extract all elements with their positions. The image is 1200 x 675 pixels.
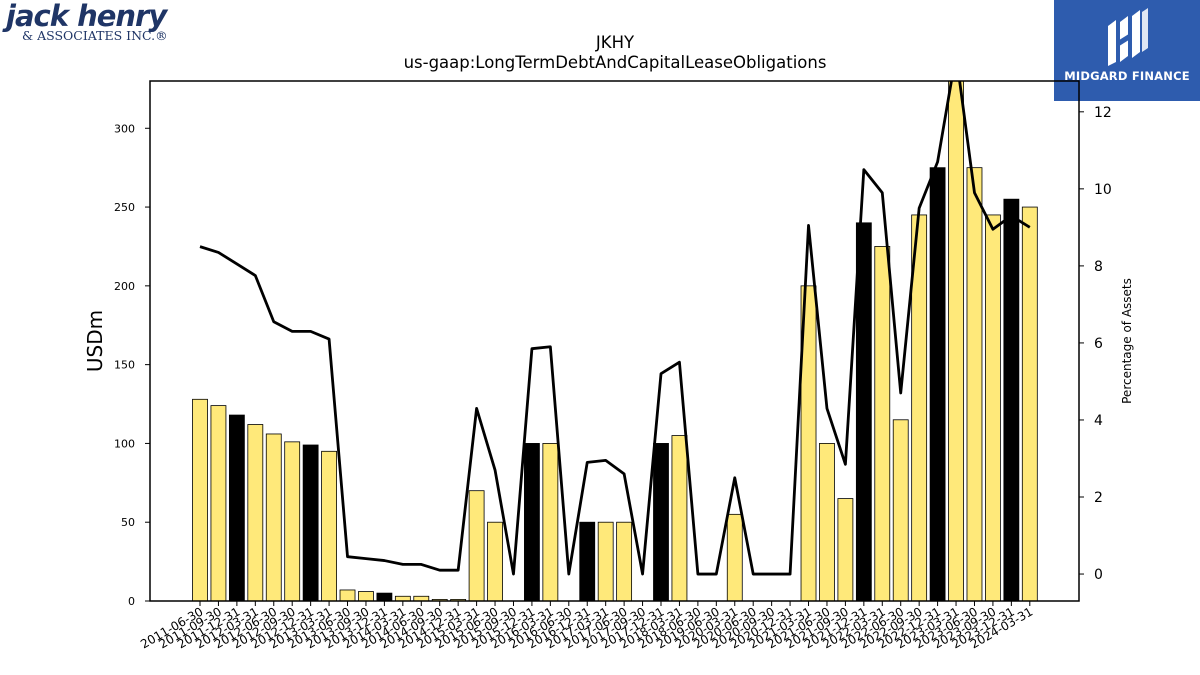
bar-2021-12-31 <box>855 222 872 602</box>
bar-2020-03-31 <box>726 513 743 602</box>
right-tick-label: 2 <box>1094 490 1103 506</box>
line-series <box>199 81 1031 576</box>
bar-2023-09-30 <box>985 214 1001 602</box>
bar-2022-03-31 <box>874 246 891 602</box>
percentage-of-assets-line <box>199 81 1031 576</box>
jack-henry-logo: jack henry & ASSOCIATES INC.® <box>6 0 186 44</box>
bar-2024-03-31 <box>1021 206 1038 602</box>
bar-2023-03-31 <box>948 80 964 602</box>
left-axis: 0 50 100 150 200 250 300 <box>114 122 150 608</box>
bar-2013-09-30 <box>358 591 374 602</box>
bar-2017-03-31 <box>597 521 614 602</box>
bar-2011-06-30 <box>192 398 208 602</box>
y-axis-label: USDm <box>83 310 107 372</box>
bar-2018-03-31 <box>671 435 688 602</box>
plot-frame <box>149 80 1080 602</box>
bar-2017-12-31 <box>653 443 669 602</box>
bar-2016-03-31 <box>542 443 559 602</box>
bar-2013-03-31 <box>321 450 337 602</box>
left-tick-label: 250 <box>114 201 135 214</box>
bar-2015-03-31 <box>468 490 485 602</box>
bar-2013-12-31 <box>376 592 393 602</box>
y2-axis-label: Percentage of Assets <box>1120 278 1134 404</box>
jack-henry-logo-subtitle: & ASSOCIATES INC.® <box>22 28 168 43</box>
jack-henry-logo-wordmark: jack henry <box>6 0 167 33</box>
bar-2023-06-30 <box>966 167 983 602</box>
chart-title: JKHY <box>595 33 635 52</box>
bar-2022-06-30 <box>892 419 909 602</box>
right-tick-label: 8 <box>1094 259 1103 275</box>
bar-2015-06-30 <box>487 521 503 602</box>
bar-2012-12-31 <box>302 444 319 602</box>
right-axis: 0 2 4 6 8 10 12 <box>1079 105 1112 583</box>
right-tick-label: 10 <box>1094 182 1112 198</box>
bar-2021-06-30 <box>819 443 835 602</box>
left-tick-label: 200 <box>114 280 135 293</box>
bar-2021-09-30 <box>837 498 854 602</box>
bar-2022-12-31 <box>929 167 946 602</box>
bar-2012-03-31 <box>247 424 264 602</box>
chart-subtitle: us-gaap:LongTermDebtAndCapitalLeaseOblig… <box>404 53 827 72</box>
left-tick-label: 0 <box>128 595 135 608</box>
bar-2012-09-30 <box>284 441 301 602</box>
left-tick-label: 100 <box>114 437 135 450</box>
bar-2023-12-31 <box>1003 198 1020 602</box>
bar-2012-06-30 <box>265 433 282 602</box>
right-tick-label: 6 <box>1094 336 1103 352</box>
midgard-finance-logo-text: MIDGARD FINANCE <box>1064 69 1190 83</box>
bar-2015-12-31 <box>524 443 540 602</box>
right-tick-label: 12 <box>1094 105 1112 121</box>
bar-series <box>192 80 1038 602</box>
bar-2011-12-31 <box>228 414 245 602</box>
bar-2011-09-30 <box>210 405 227 602</box>
right-tick-label: 0 <box>1094 567 1103 583</box>
right-tick-label: 4 <box>1094 413 1103 429</box>
x-axis: 2011-06-302011-09-302011-12-312012-03-31… <box>138 601 1035 651</box>
bar-2016-12-31 <box>579 521 596 602</box>
bar-2013-06-30 <box>339 589 356 602</box>
left-tick-label: 50 <box>121 516 135 529</box>
left-tick-label: 150 <box>114 359 135 372</box>
left-tick-label: 300 <box>114 122 135 135</box>
midgard-logo-mark-icon <box>1108 8 1148 66</box>
bar-2017-06-30 <box>616 521 633 602</box>
